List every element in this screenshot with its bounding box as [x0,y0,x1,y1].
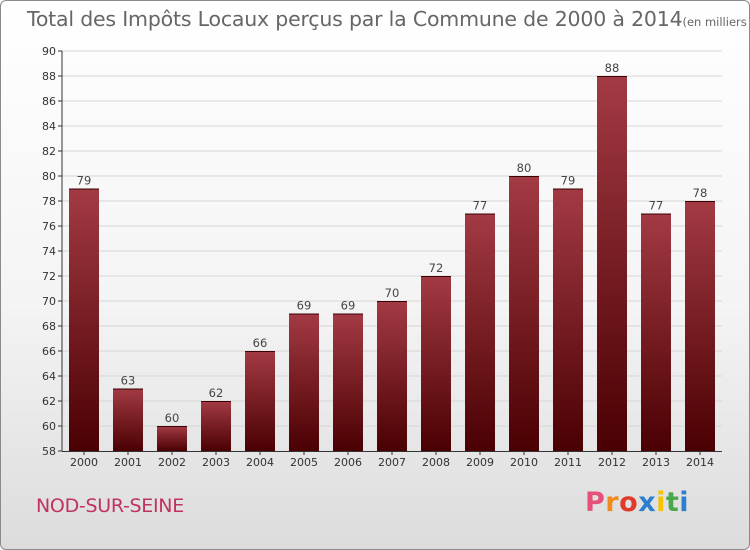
x-tick-label: 2002 [158,456,186,469]
x-tick-label: 2001 [114,456,142,469]
data-label: 63 [121,374,136,388]
data-label: 79 [561,174,576,188]
chart-title-main: Total des Impôts Locaux perçus par la Co… [27,7,683,31]
bar [465,213,495,451]
data-label: 60 [165,411,180,425]
bar [113,388,143,451]
y-tick-label: 66 [42,345,56,358]
y-tick-label: 88 [42,70,56,83]
y-tick-label: 86 [42,95,56,108]
chart-title-unit: (en milliers d'€) [682,15,749,29]
logo-letter: o [619,487,639,518]
proxiti-logo[interactable]: Proxiti [585,487,689,518]
y-tick-label: 74 [42,245,56,258]
data-label: 79 [77,174,92,188]
y-tick-label: 78 [42,195,56,208]
bar [509,176,539,451]
y-tick-label: 64 [42,370,56,383]
data-label: 77 [649,199,664,213]
axes: 58 60 62 64 66 68 70 72 74 76 78 80 82 84 86 88 90 2000 20… [42,45,722,469]
data-label: 66 [253,336,268,350]
commune-name: NOD-SUR-SEINE [36,495,184,517]
bar [641,213,671,451]
y-tick-label: 70 [42,295,56,308]
bar [157,426,187,451]
x-tick-label: 2005 [290,456,318,469]
bars: 79 63 60 62 66 69 69 70 72 77 80 79 88 77 78 [69,61,715,451]
x-tick-label: 2010 [510,456,538,469]
x-tick-label: 2007 [378,456,406,469]
bar [201,401,231,451]
y-tick-label: 84 [42,120,56,133]
x-tick-label: 2004 [246,456,274,469]
data-label: 72 [429,261,444,275]
x-tick-label: 2009 [466,456,494,469]
y-tick-label: 72 [42,270,56,283]
logo-letter: i [656,487,666,518]
data-label: 88 [605,61,620,75]
bar [69,188,99,451]
bar [333,313,363,451]
bar [245,351,275,451]
y-tick-label: 60 [42,420,56,433]
y-tick-label: 90 [42,45,56,58]
data-label: 69 [341,299,356,313]
logo-letter: i [679,487,690,518]
data-label: 77 [473,199,488,213]
logo-letter: P [585,487,606,518]
x-tick-label: 2000 [70,456,98,469]
y-tick-label: 58 [42,445,56,458]
y-tick-label: 82 [42,145,56,158]
x-tick-label: 2003 [202,456,230,469]
logo-letter: x [638,487,657,518]
data-label: 70 [385,286,400,300]
x-tick-label: 2011 [554,456,582,469]
y-tick-label: 68 [42,320,56,333]
y-tick-label: 80 [42,170,56,183]
chart-title: Total des Impôts Locaux perçus par la Co… [27,7,749,31]
bar [597,76,627,451]
x-tick-label: 2012 [598,456,626,469]
x-tick-label: 2006 [334,456,362,469]
data-label: 62 [209,386,224,400]
x-tick-label: 2014 [686,456,714,469]
data-label: 80 [517,161,532,175]
x-tick-label: 2013 [642,456,670,469]
data-label: 69 [297,299,312,313]
data-label: 78 [693,186,708,200]
bar [377,301,407,451]
logo-letter: r [605,487,620,518]
bar [685,201,715,451]
x-tick-label: 2008 [422,456,450,469]
bar [289,313,319,451]
y-tick-label: 62 [42,395,56,408]
bar [553,188,583,451]
bar [421,276,451,451]
y-tick-label: 76 [42,220,56,233]
logo-letter: t [665,487,680,518]
